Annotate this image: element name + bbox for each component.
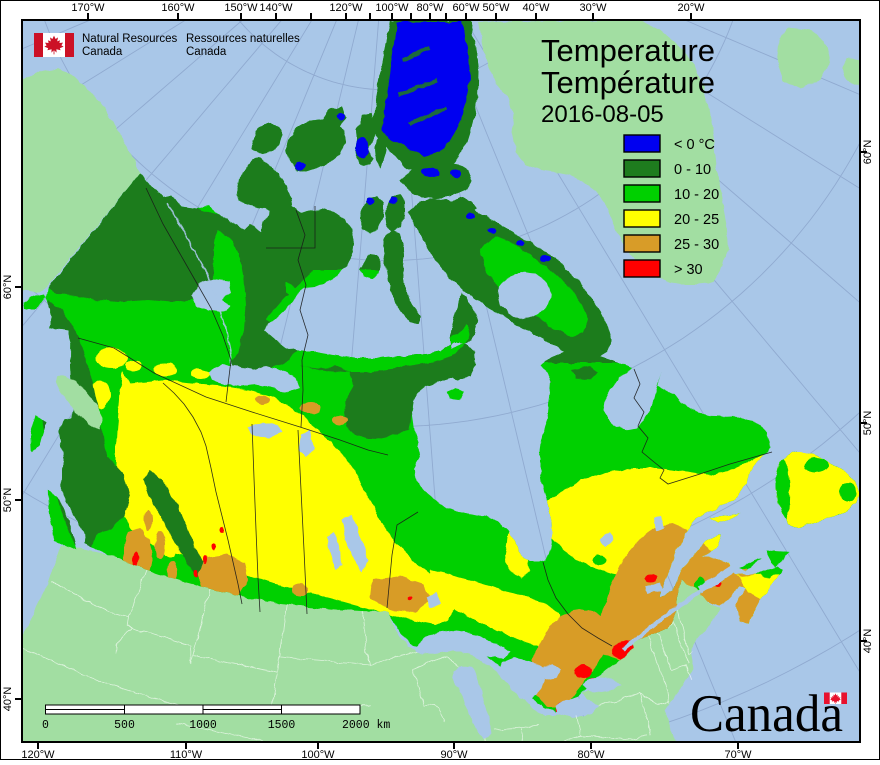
- svg-text:120°W: 120°W: [21, 749, 55, 760]
- svg-text:30°W: 30°W: [579, 2, 607, 14]
- svg-text:2000 km: 2000 km: [342, 719, 390, 732]
- svg-text:Natural Resources: Natural Resources: [82, 33, 177, 45]
- svg-text:160°W: 160°W: [161, 2, 195, 14]
- svg-text:120°W: 120°W: [329, 2, 363, 14]
- svg-text:40°N: 40°N: [862, 629, 874, 654]
- svg-text:Ressources naturelles: Ressources naturelles: [186, 33, 300, 45]
- svg-text:60°N: 60°N: [2, 275, 14, 300]
- svg-text:Canada: Canada: [186, 46, 227, 58]
- svg-text:90°W: 90°W: [440, 749, 468, 760]
- svg-text:< 0 °C: < 0 °C: [674, 137, 715, 153]
- svg-text:Canada: Canada: [82, 46, 123, 58]
- svg-text:150°W: 150°W: [224, 2, 258, 14]
- svg-text:Canada: Canada: [690, 685, 843, 743]
- svg-text:1500: 1500: [268, 719, 296, 732]
- svg-text:20 - 25: 20 - 25: [674, 212, 719, 228]
- svg-text:20°W: 20°W: [677, 2, 705, 14]
- svg-text:0: 0: [42, 719, 49, 732]
- svg-text:100°W: 100°W: [301, 749, 335, 760]
- svg-text:> 30: > 30: [674, 262, 703, 278]
- svg-text:70°W: 70°W: [724, 749, 752, 760]
- svg-text:50°W: 50°W: [482, 2, 510, 14]
- svg-text:60°N: 60°N: [862, 140, 874, 165]
- svg-text:0 - 10: 0 - 10: [674, 162, 711, 178]
- svg-text:Température: Température: [541, 65, 715, 100]
- svg-text:2016-08-05: 2016-08-05: [541, 101, 664, 128]
- svg-text:1000: 1000: [189, 719, 217, 732]
- svg-text:50°N: 50°N: [862, 411, 874, 436]
- svg-text:50°N: 50°N: [2, 488, 14, 513]
- svg-text:40°N: 40°N: [2, 687, 14, 712]
- svg-text:25 - 30: 25 - 30: [674, 237, 719, 253]
- svg-text:80°W: 80°W: [577, 749, 605, 760]
- svg-text:500: 500: [114, 719, 135, 732]
- svg-text:110°W: 110°W: [170, 749, 203, 760]
- svg-text:Temperature: Temperature: [541, 33, 715, 68]
- svg-text:80°W: 80°W: [416, 2, 444, 14]
- svg-text:60°W: 60°W: [452, 2, 480, 14]
- svg-text:40°W: 40°W: [522, 2, 550, 14]
- svg-text:100°W: 100°W: [375, 2, 409, 14]
- svg-text:10 - 20: 10 - 20: [674, 187, 719, 203]
- svg-text:140°W: 140°W: [259, 2, 293, 14]
- svg-text:170°W: 170°W: [71, 2, 105, 14]
